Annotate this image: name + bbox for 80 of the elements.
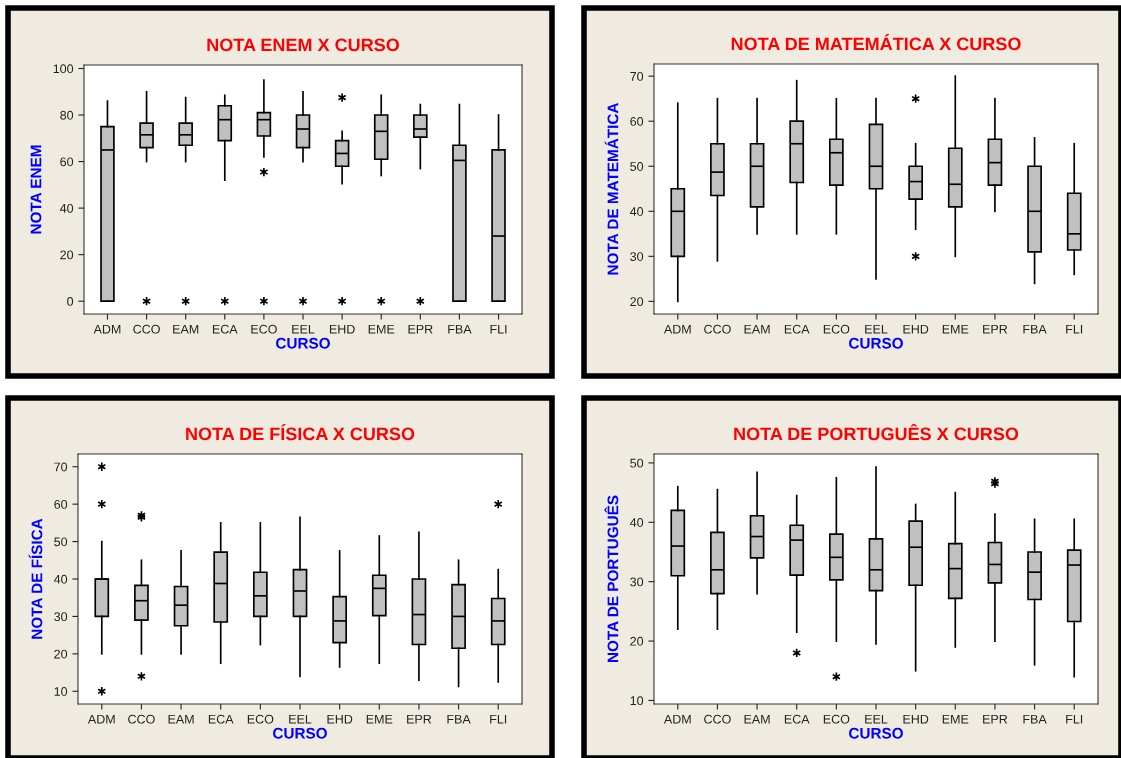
y-tick-label: 20 bbox=[54, 649, 68, 659]
chart-title: NOTA DE MATEMÁTICA X CURSO bbox=[731, 34, 1021, 51]
x-tick-label: EHD bbox=[903, 324, 929, 334]
x-tick-label: FBA bbox=[1023, 324, 1047, 334]
y-tick-label: 10 bbox=[54, 687, 68, 696]
y-tick-label: 50 bbox=[630, 162, 644, 171]
y-tick-label: 60 bbox=[60, 157, 74, 167]
x-tick-label: EAM bbox=[168, 714, 194, 724]
y-tick-label: 50 bbox=[54, 537, 68, 547]
x-tick-label: ECO bbox=[247, 714, 274, 724]
x-tick-label: EME bbox=[368, 324, 395, 334]
x-tick-label: ECA bbox=[208, 714, 234, 724]
x-tick-label: FLI bbox=[1066, 324, 1083, 334]
x-tick-label: FBA bbox=[1023, 714, 1047, 724]
x-tick-label: EHD bbox=[329, 324, 355, 334]
x-tick-label: FLI bbox=[1066, 714, 1083, 724]
y-axis-title: NOTA DE MATEMÁTICA bbox=[604, 102, 619, 275]
x-tick-label: FLI bbox=[490, 714, 507, 724]
x-tick-label: EEL bbox=[865, 714, 888, 724]
y-tick-label: 40 bbox=[53, 574, 68, 584]
y-tick-label: 20 bbox=[630, 297, 644, 307]
x-tick-label: ECA bbox=[212, 324, 238, 334]
y-tick-label: 50 bbox=[630, 458, 644, 468]
x-tick-label: EPR bbox=[407, 714, 432, 724]
x-tick-label: EAM bbox=[744, 324, 770, 334]
y-tick-label: 30 bbox=[54, 612, 68, 622]
y-tick-label: 20 bbox=[60, 250, 74, 260]
x-tick-label: ECO bbox=[251, 324, 277, 334]
y-tick-label: 70 bbox=[54, 462, 68, 472]
x-tick-label: EAM bbox=[173, 324, 199, 334]
y-tick-label: 40 bbox=[629, 207, 644, 216]
y-axis-title: NOTA DE FÍSICA bbox=[28, 518, 43, 639]
x-tick-label: EPR bbox=[983, 324, 1008, 334]
chart-title: NOTA DE FÍSICA X CURSO bbox=[186, 424, 415, 441]
x-tick-label: EEL bbox=[865, 324, 888, 334]
y-axis-title: NOTA DE PORTUGUÊS bbox=[604, 495, 619, 663]
x-tick-label: ECA bbox=[784, 714, 810, 724]
x-tick-label: CCO bbox=[133, 324, 160, 334]
x-tick-label: ADM bbox=[87, 714, 115, 724]
x-axis-title: CURSO bbox=[849, 337, 903, 349]
x-tick-label: EHD bbox=[903, 714, 929, 724]
x-tick-label: ECO bbox=[823, 714, 850, 724]
x-tick-label: CCO bbox=[704, 324, 731, 334]
x-tick-label: EME bbox=[366, 714, 393, 724]
x-tick-label: FLI bbox=[490, 324, 507, 334]
y-tick-label: 60 bbox=[54, 499, 68, 509]
x-tick-label: EME bbox=[942, 324, 969, 334]
x-tick-label: EAM bbox=[744, 714, 770, 724]
x-tick-label: ADM bbox=[93, 324, 121, 334]
x-axis-title: CURSO bbox=[276, 337, 330, 349]
y-tick-label: 30 bbox=[630, 577, 644, 587]
x-tick-label: EPR bbox=[408, 324, 433, 334]
x-tick-label: EHD bbox=[327, 714, 353, 724]
x-axis-title: CURSO bbox=[273, 727, 327, 739]
y-tick-label: 0 bbox=[67, 297, 74, 306]
x-tick-label: FBA bbox=[447, 714, 471, 724]
y-axis-title: NOTA ENEM bbox=[30, 145, 42, 234]
x-tick-label: EPR bbox=[983, 714, 1008, 724]
y-tick-label: 20 bbox=[630, 636, 644, 646]
x-tick-label: ECA bbox=[784, 324, 810, 334]
x-tick-label: ADM bbox=[663, 714, 691, 724]
chart-title: NOTA ENEM X CURSO bbox=[207, 38, 400, 52]
y-tick-label: 60 bbox=[630, 117, 644, 126]
x-tick-label: CCO bbox=[128, 714, 155, 724]
chart-title: NOTA DE PORTUGUÊS X CURSO bbox=[734, 423, 1019, 441]
x-tick-label: ECO bbox=[823, 324, 850, 334]
y-tick-label: 30 bbox=[630, 252, 644, 261]
x-axis-title: CURSO bbox=[849, 727, 903, 739]
y-tick-label: 10 bbox=[630, 696, 644, 706]
x-tick-label: EEL bbox=[292, 324, 315, 334]
x-tick-label: EME bbox=[942, 714, 969, 724]
y-tick-label: 80 bbox=[60, 110, 74, 120]
x-tick-label: FBA bbox=[448, 324, 472, 334]
y-tick-label: 40 bbox=[629, 518, 644, 527]
x-tick-label: EEL bbox=[289, 714, 312, 724]
x-tick-label: CCO bbox=[704, 714, 731, 724]
y-tick-label: 100 bbox=[53, 64, 74, 74]
y-tick-label: 40 bbox=[59, 203, 74, 213]
x-tick-label: ADM bbox=[663, 324, 691, 334]
y-tick-label: 70 bbox=[630, 71, 644, 81]
